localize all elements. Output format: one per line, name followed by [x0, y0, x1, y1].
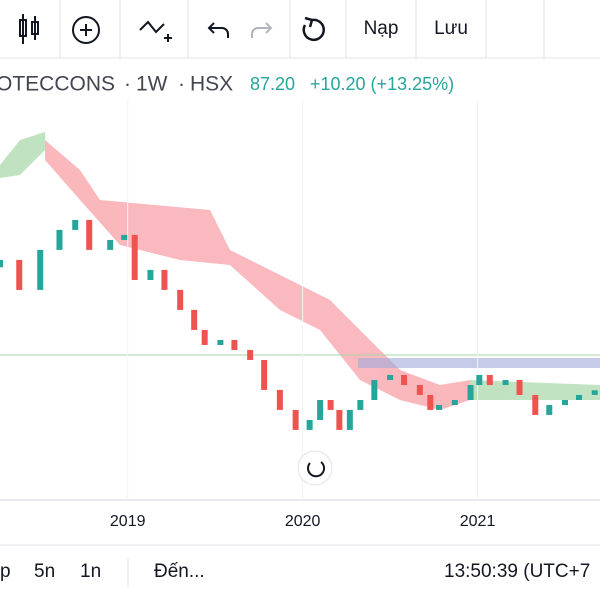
- candle-body: [276, 389, 283, 410]
- candle-body: [467, 385, 474, 400]
- clock: 13:50:39 (UTC+7: [444, 561, 590, 582]
- candle-body: [416, 385, 423, 395]
- indicators-button[interactable]: [139, 20, 172, 42]
- scroll-reset-button[interactable]: [297, 450, 333, 486]
- x-tick-label: 2019: [110, 513, 146, 530]
- range-button[interactable]: 5n: [34, 561, 55, 582]
- save-button[interactable]: Lưu: [434, 18, 468, 39]
- candle-body: [306, 419, 313, 430]
- x-tick-label: 2020: [285, 513, 321, 530]
- candle-body: [16, 259, 23, 290]
- range-button[interactable]: p: [0, 561, 11, 582]
- price: 87.20: [250, 74, 295, 94]
- x-tick-label: 2021: [460, 513, 496, 530]
- candle-body: [131, 234, 138, 280]
- toolbar: [0, 0, 600, 59]
- exchange: HSX: [190, 73, 233, 96]
- add-button[interactable]: [72, 16, 100, 44]
- candle-body: [147, 269, 154, 280]
- candle-body: [161, 269, 168, 290]
- candle-body: [476, 374, 483, 386]
- candle-body: [401, 374, 408, 386]
- candle-body: [327, 399, 334, 410]
- candle-body: [56, 229, 63, 250]
- candle-body: [502, 379, 509, 386]
- candle-body: [37, 249, 44, 290]
- candle-body: [562, 399, 569, 406]
- candle-body: [546, 405, 553, 415]
- candle-body: [516, 379, 523, 395]
- redo-button[interactable]: [251, 22, 273, 38]
- candle-body: [486, 374, 493, 386]
- ichimoku-cloud: [0, 132, 600, 410]
- candle-body: [72, 219, 79, 230]
- candle-body: [576, 394, 583, 400]
- load-button[interactable]: Nạp: [364, 18, 399, 39]
- candle-body: [121, 234, 128, 240]
- chart: 2019 2020 2021: [0, 100, 598, 530]
- candle-body: [86, 219, 93, 250]
- candle-body: [107, 239, 114, 250]
- candle-body: [387, 374, 394, 380]
- candle-type-button[interactable]: [19, 14, 39, 44]
- candle-body: [261, 359, 268, 390]
- candle-body: [217, 339, 224, 346]
- candle-body: [191, 309, 198, 330]
- price-change: +10.20 (+13.25%): [310, 74, 454, 94]
- candle-body: [247, 350, 254, 360]
- candle-body: [591, 390, 598, 395]
- candle-body: [201, 329, 208, 346]
- candle-body: [371, 379, 378, 400]
- candle-body: [451, 399, 458, 406]
- reset-button[interactable]: [302, 16, 325, 42]
- range-button[interactable]: 1n: [80, 561, 101, 582]
- goto-button[interactable]: Đến...: [154, 561, 205, 582]
- symbol-name: OTECCONS: [0, 73, 115, 96]
- candle-body: [346, 409, 353, 430]
- candle-body: [427, 394, 434, 410]
- separator: ·: [124, 73, 131, 96]
- undo-button[interactable]: [207, 22, 229, 38]
- candle-body: [231, 339, 238, 351]
- candle-body: [357, 399, 364, 410]
- separator: ·: [178, 73, 185, 96]
- candle-body: [292, 409, 299, 430]
- price-band: [358, 358, 600, 368]
- candle-body: [317, 399, 324, 420]
- candle-body: [177, 289, 184, 310]
- candle-body: [0, 259, 3, 268]
- interval: 1W: [136, 73, 168, 96]
- candle-body: [436, 405, 443, 410]
- candle-body: [336, 409, 343, 430]
- candle-body: [532, 394, 539, 415]
